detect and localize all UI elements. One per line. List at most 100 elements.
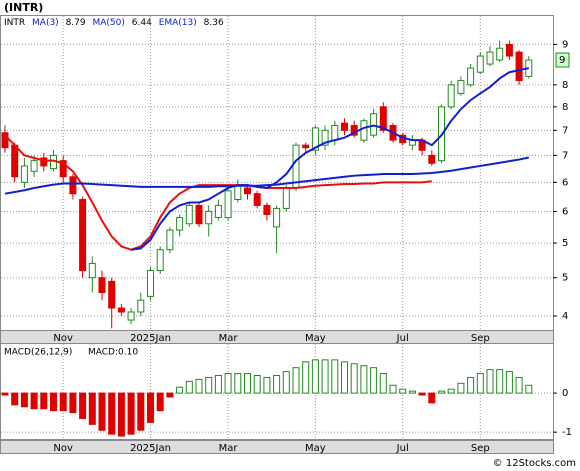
y-tick-label: 6 bbox=[562, 206, 568, 217]
macd-bar bbox=[69, 392, 77, 414]
macd-bar bbox=[79, 392, 87, 419]
macd-bar bbox=[1, 392, 9, 396]
macd-bar bbox=[59, 392, 67, 412]
x-tick-label: Sep bbox=[471, 333, 490, 344]
candle-body bbox=[176, 217, 184, 231]
macd-bar bbox=[447, 388, 455, 394]
macd-bar bbox=[224, 373, 232, 394]
candle-body bbox=[505, 43, 513, 57]
y-tick-label: 5 bbox=[562, 238, 568, 249]
macd-bar bbox=[127, 392, 135, 435]
legend-value: 8.36 bbox=[204, 18, 224, 28]
candle-body bbox=[515, 51, 523, 82]
macd-bar bbox=[185, 380, 193, 394]
macd-bar bbox=[156, 392, 164, 412]
macd-bar bbox=[40, 392, 48, 410]
candle-body bbox=[166, 229, 174, 251]
x-tick-label: Mar bbox=[219, 333, 239, 344]
candle-body bbox=[234, 184, 242, 201]
candle-body bbox=[59, 160, 67, 178]
y-tick-label: 7 bbox=[562, 150, 568, 161]
candle-body bbox=[360, 120, 368, 141]
candle-body bbox=[486, 51, 494, 65]
macd-bar bbox=[108, 392, 116, 435]
x-tick-label: Jul bbox=[396, 333, 409, 344]
y-tick-label: 4 bbox=[562, 311, 568, 322]
x-tick-label: May bbox=[305, 443, 326, 454]
macd-bar bbox=[147, 392, 154, 423]
candle-body bbox=[370, 113, 378, 136]
legend-ticker: INTR bbox=[4, 18, 25, 28]
candle-body bbox=[88, 262, 96, 279]
y-tick-label: 5 bbox=[562, 273, 568, 284]
candle-body bbox=[467, 67, 475, 86]
x-tick-label: Jul bbox=[396, 443, 409, 454]
candle-body bbox=[496, 47, 504, 61]
legend-name: MA(50) bbox=[92, 18, 124, 28]
macd-bar bbox=[176, 386, 184, 394]
macd-bar bbox=[205, 376, 213, 394]
macd-bar bbox=[486, 369, 494, 394]
macd-bar bbox=[98, 392, 106, 431]
macd-bar bbox=[11, 392, 19, 406]
candle-body bbox=[379, 106, 387, 131]
candle-body bbox=[341, 122, 348, 131]
candle-body bbox=[244, 187, 251, 195]
candle-body bbox=[224, 190, 232, 219]
candle-body bbox=[79, 199, 87, 272]
candle-body bbox=[282, 187, 290, 209]
macd-bar bbox=[195, 378, 203, 394]
macd-bar bbox=[214, 374, 222, 394]
candle-body bbox=[428, 154, 436, 164]
candle-body bbox=[156, 249, 164, 272]
candle-body bbox=[331, 125, 339, 141]
y-tick-label: -1 bbox=[562, 427, 572, 438]
macd-bar bbox=[525, 384, 533, 394]
macd-bar bbox=[505, 371, 513, 394]
macd-bar bbox=[292, 367, 300, 394]
x-tick-label: Mar bbox=[219, 443, 239, 454]
candle-body bbox=[69, 176, 77, 195]
candle-body bbox=[20, 165, 28, 183]
legend: INTR MA(3) 8.79 MA(50) 6.44 EMA(13) 8.36 bbox=[4, 18, 224, 28]
macd-bar bbox=[321, 359, 329, 394]
macd-bar bbox=[30, 392, 38, 410]
macd-bar bbox=[370, 367, 378, 394]
macd-bar bbox=[438, 390, 445, 394]
macd-bar bbox=[273, 374, 281, 394]
candle-body bbox=[108, 280, 116, 309]
footer: © 12Stocks.com bbox=[493, 458, 576, 469]
y-tick-label: 8 bbox=[562, 102, 568, 113]
macd-bar bbox=[379, 373, 387, 394]
legend-value: 6.44 bbox=[132, 18, 152, 28]
candle-body bbox=[40, 157, 48, 167]
macd-bar bbox=[20, 392, 28, 408]
y-tick-label: 9 bbox=[562, 39, 568, 50]
legend-name: MA(3) bbox=[32, 18, 59, 28]
ma-line bbox=[4, 134, 432, 251]
macd-bar bbox=[331, 359, 339, 394]
macd-bar bbox=[50, 392, 57, 412]
price-tag-label: 9 bbox=[559, 55, 565, 66]
macd-bar bbox=[166, 392, 174, 398]
macd-bar bbox=[428, 392, 436, 404]
y-tick-label: 7 bbox=[562, 125, 568, 136]
macd-bar bbox=[515, 376, 523, 394]
x-tick-label: May bbox=[305, 333, 326, 344]
macd-bar bbox=[496, 369, 504, 394]
macd-bar bbox=[476, 373, 484, 394]
x-tick-label: 2025Jan bbox=[130, 443, 171, 454]
candle-body bbox=[11, 144, 19, 178]
candle-body bbox=[1, 132, 9, 149]
price-tag bbox=[555, 52, 570, 68]
macd-bar bbox=[88, 392, 96, 425]
candle-body bbox=[98, 277, 106, 294]
macd-bar bbox=[263, 376, 271, 394]
macd-bar bbox=[302, 361, 310, 394]
macd-bar bbox=[234, 373, 242, 394]
macd-bar bbox=[311, 359, 319, 394]
candle-body bbox=[205, 210, 213, 225]
candle-body bbox=[195, 204, 203, 225]
macd-bar bbox=[253, 374, 261, 394]
